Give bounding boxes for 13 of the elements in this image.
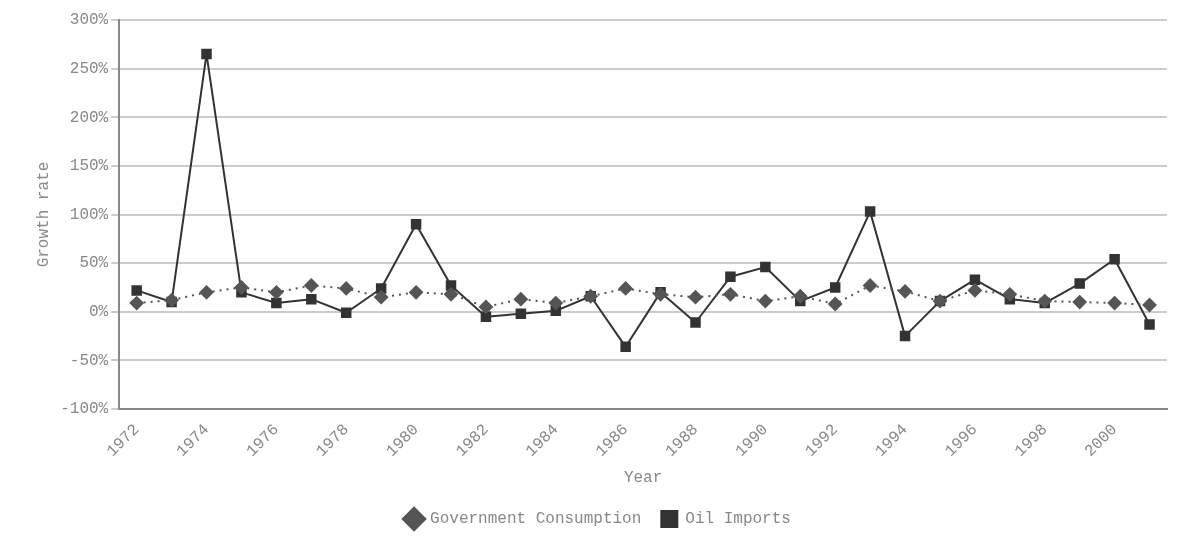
- y-tick-label: 250%: [69, 59, 109, 78]
- y-axis-title: Growth rate: [34, 161, 53, 268]
- legend-label: Government Consumption: [430, 510, 642, 529]
- legend-label: Oil Imports: [685, 510, 791, 529]
- y-tick-label: 0%: [89, 303, 109, 322]
- y-tick-label: 300%: [69, 11, 109, 30]
- y-tick-label: 50%: [79, 254, 109, 273]
- x-axis-title: Year: [623, 468, 663, 487]
- y-tick-label: -50%: [69, 351, 109, 370]
- y-tick-label: 200%: [69, 108, 109, 127]
- y-tick-label: 100%: [69, 205, 109, 224]
- y-tick-label: 150%: [69, 157, 109, 176]
- y-tick-label: -100%: [60, 400, 109, 419]
